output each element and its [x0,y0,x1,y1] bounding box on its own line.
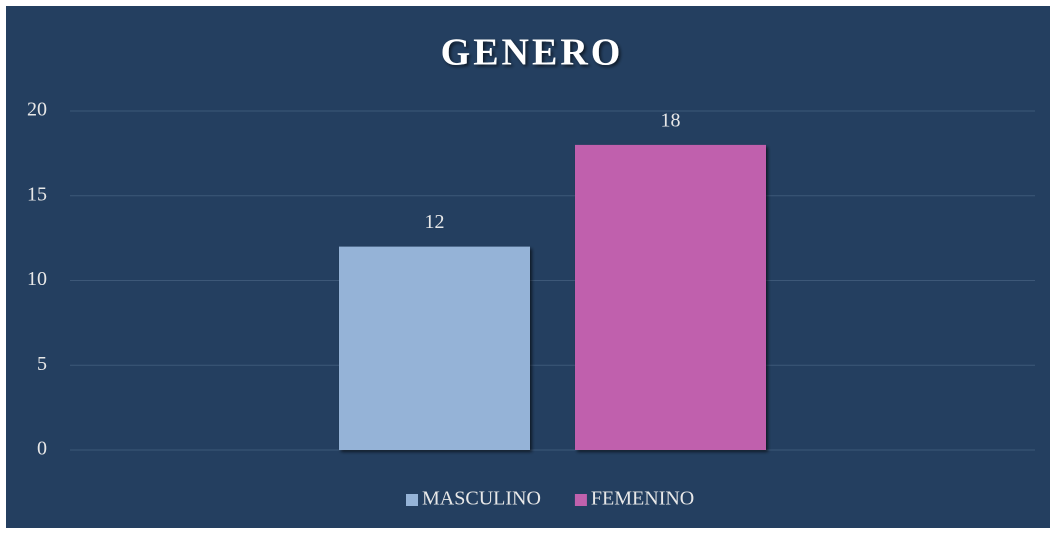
bar [575,144,766,450]
y-tick-label: 20 [27,99,47,121]
chart-title: GENERO [441,32,624,74]
legend-swatch [574,494,587,506]
y-tick-label: 15 [27,183,47,205]
bar [339,246,530,450]
legend-label: FEMENINO [591,488,694,510]
data-label: 12 [425,211,445,233]
legend-swatch [406,494,418,506]
data-label: 18 [661,109,681,131]
legend-label: MASCULINO [422,488,541,510]
y-tick-label: 5 [37,353,47,375]
y-tick-label: 10 [27,268,47,290]
y-tick-label: 0 [37,438,47,460]
